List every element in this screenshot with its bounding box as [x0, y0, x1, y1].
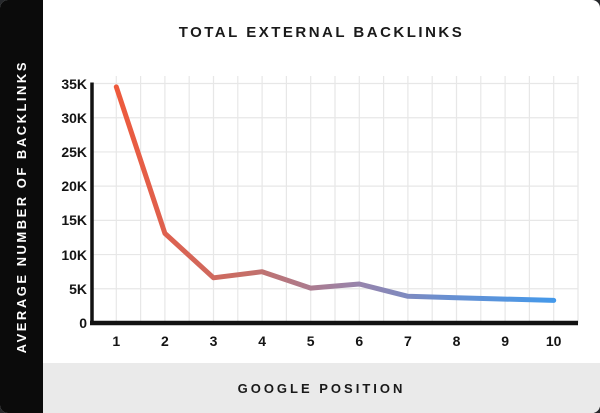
x-tick-label: 1 — [112, 333, 121, 349]
x-tick-label: 9 — [501, 333, 509, 349]
y-tick-label: 25K — [61, 143, 87, 160]
y-axis-title: AVERAGE NUMBER OF BACKLINKS — [14, 59, 29, 354]
y-tick-label: 10K — [61, 246, 87, 263]
chart-title: TOTAL EXTERNAL BACKLINKS — [178, 24, 465, 41]
y-axis-title-bar: AVERAGE NUMBER OF BACKLINKS — [0, 0, 43, 413]
x-tick-label: 8 — [452, 333, 461, 349]
y-tick-label: 0 — [79, 315, 87, 331]
x-axis-title-bar: GOOGLE POSITION — [43, 363, 600, 413]
y-tick-label: 30K — [61, 109, 87, 126]
x-tick-label: 6 — [355, 333, 364, 349]
backlinks-line-series — [113, 84, 557, 303]
x-tick-label: 10 — [545, 333, 562, 349]
y-tick-label: 5K — [69, 280, 87, 297]
y-tick-label: 20K — [61, 178, 87, 195]
y-tick-label: 35K — [61, 75, 87, 92]
x-axis-title: GOOGLE POSITION — [237, 380, 406, 396]
x-tick-label: 2 — [160, 333, 169, 349]
x-tick-label: 5 — [306, 333, 315, 349]
y-tick-label: 15K — [61, 212, 87, 229]
x-tick-label: 7 — [403, 333, 412, 349]
x-tick-label: 4 — [258, 333, 266, 349]
x-tick-label: 3 — [209, 333, 218, 349]
